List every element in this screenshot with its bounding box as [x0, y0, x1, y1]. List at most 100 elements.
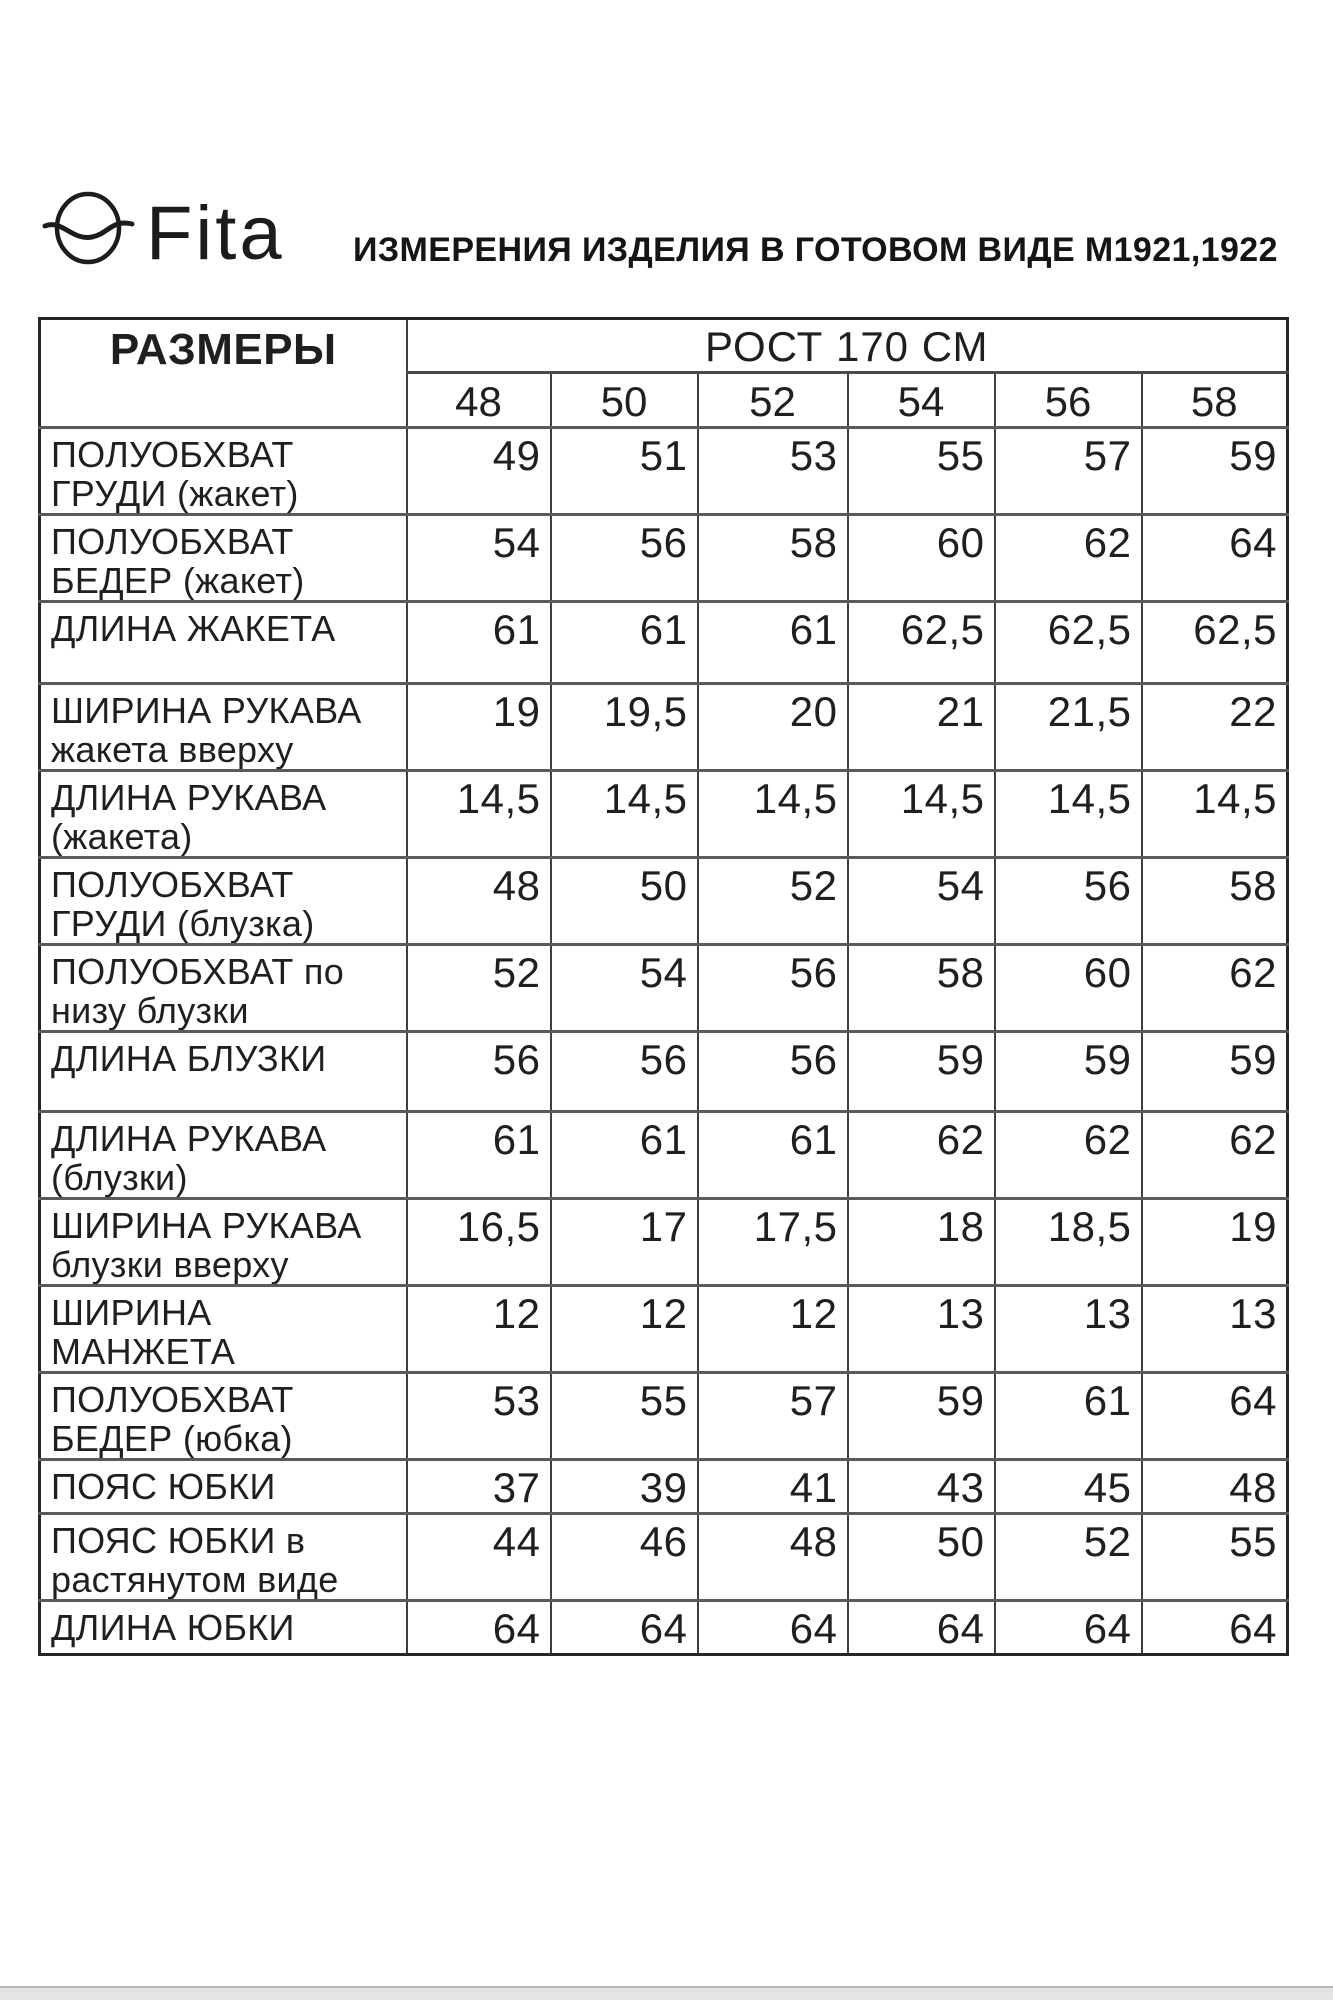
- value-cell: 19,5: [549, 682, 699, 772]
- value-cell: 12: [696, 1284, 849, 1374]
- value-cell: 52: [696, 856, 849, 946]
- size-columns-row: 48 50 52 54 56 58: [40, 371, 1289, 429]
- size-column-header: 48: [405, 371, 552, 429]
- value-cell: 12: [549, 1284, 699, 1374]
- value-cell: 52: [993, 1512, 1143, 1602]
- value-cell: 62: [993, 1110, 1143, 1200]
- page-bottom-edge: [0, 1986, 1333, 2000]
- row-label: ПОЯС ЮБКИ: [38, 1458, 408, 1515]
- value-cell: 54: [846, 856, 996, 946]
- value-cell: 20: [696, 682, 849, 772]
- table-row: ПОЛУОБХВАТ ГРУДИ (жакет) 49 51 53 55 57 59: [38, 426, 1289, 516]
- value-cell: 39: [549, 1458, 699, 1515]
- value-cell: 64: [696, 1599, 849, 1656]
- value-cell: 22: [1140, 682, 1289, 772]
- value-cell: 61: [549, 600, 699, 685]
- value-cell: 48: [1140, 1458, 1289, 1515]
- page-title: ИЗМЕРЕНИЯ ИЗДЕЛИЯ В ГОТОВОМ ВИДЕ М1921,1…: [353, 231, 1278, 269]
- size-column-header: 54: [846, 371, 996, 429]
- value-cell: 64: [1140, 1599, 1289, 1656]
- measurements-table: РАЗМЕРЫ РОСТ 170 СМ 48 50 52 54 56 58 ПОЛУОБХ…: [38, 317, 1289, 1656]
- value-cell: 57: [993, 426, 1143, 516]
- value-cell: 62,5: [1140, 600, 1289, 685]
- value-cell: 64: [1140, 1371, 1289, 1461]
- table-row: ШИРИНА РУКАВА жакета вверху 19 19,5 20 21 21,…: [38, 682, 1289, 772]
- value-cell: 64: [405, 1599, 552, 1656]
- table-row: ПОЛУОБХВАТ БЕДЕР (юбка) 53 55 57 59 61 64: [38, 1371, 1289, 1461]
- value-cell: 41: [696, 1458, 849, 1515]
- value-cell: 55: [549, 1371, 699, 1461]
- table-row: ПОЛУОБХВАТ по низу блузки 52 54 56 58 60 62: [38, 943, 1289, 1033]
- size-column-header: 58: [1140, 371, 1289, 429]
- value-cell: 48: [696, 1512, 849, 1602]
- value-cell: 59: [1140, 1030, 1289, 1113]
- value-cell: 37: [405, 1458, 552, 1515]
- table-row: ПОЯС ЮБКИ в растянутом виде 44 46 48 50 52 55: [38, 1512, 1289, 1602]
- row-label: ПОЯС ЮБКИ в растянутом виде: [38, 1512, 408, 1602]
- value-cell: 53: [696, 426, 849, 516]
- value-cell: 56: [696, 1030, 849, 1113]
- value-cell: 18,5: [993, 1197, 1143, 1287]
- row-label: ПОЛУОБХВАТ БЕДЕР (юбка): [38, 1371, 408, 1461]
- group-header-row: РАЗМЕРЫ РОСТ 170 СМ: [38, 317, 1289, 429]
- value-cell: 14,5: [846, 769, 996, 859]
- value-cell: 13: [1140, 1284, 1289, 1374]
- value-cell: 61: [549, 1110, 699, 1200]
- value-cell: 43: [846, 1458, 996, 1515]
- size-column-header: 50: [549, 371, 699, 429]
- value-cell: 62: [1140, 1110, 1289, 1200]
- value-cell: 12: [405, 1284, 552, 1374]
- row-label: ДЛИНА БЛУЗКИ: [38, 1030, 408, 1113]
- value-cell: 14,5: [993, 769, 1143, 859]
- value-cell: 56: [696, 943, 849, 1033]
- value-cell: 54: [549, 943, 699, 1033]
- table-row: ДЛИНА БЛУЗКИ 56 56 56 59 59 59: [38, 1030, 1289, 1113]
- table-row: ПОЯС ЮБКИ 37 39 41 43 45 48: [38, 1458, 1289, 1515]
- row-label: ДЛИНА ЖАКЕТА: [38, 600, 408, 685]
- value-cell: 59: [846, 1030, 996, 1113]
- table-row: ДЛИНА РУКАВА (блузки) 61 61 61 62 62 62: [38, 1110, 1289, 1200]
- value-cell: 62: [1140, 943, 1289, 1033]
- value-cell: 58: [846, 943, 996, 1033]
- value-cell: 62: [993, 513, 1143, 603]
- row-label: ДЛИНА РУКАВА (блузки): [38, 1110, 408, 1200]
- value-cell: 49: [405, 426, 552, 516]
- value-cell: 61: [696, 600, 849, 685]
- value-cell: 50: [846, 1512, 996, 1602]
- value-cell: 53: [405, 1371, 552, 1461]
- value-cell: 55: [1140, 1512, 1289, 1602]
- value-cell: 58: [1140, 856, 1289, 946]
- value-cell: 59: [846, 1371, 996, 1461]
- value-cell: 60: [993, 943, 1143, 1033]
- row-label: ПОЛУОБХВАТ по низу блузки: [38, 943, 408, 1033]
- value-cell: 64: [549, 1599, 699, 1656]
- value-cell: 52: [405, 943, 552, 1033]
- value-cell: 13: [846, 1284, 996, 1374]
- value-cell: 64: [1140, 513, 1289, 603]
- table-row: ШИРИНА РУКАВА блузки вверху 16,5 17 17,5 18 1…: [38, 1197, 1289, 1287]
- value-cell: 61: [405, 600, 552, 685]
- value-cell: 16,5: [405, 1197, 552, 1287]
- value-cell: 18: [846, 1197, 996, 1287]
- value-cell: 60: [846, 513, 996, 603]
- value-cell: 55: [846, 426, 996, 516]
- row-label: ДЛИНА РУКАВА (жакета): [38, 769, 408, 859]
- table-row: ДЛИНА РУКАВА (жакета) 14,5 14,5 14,5 14,5 14,…: [38, 769, 1289, 859]
- value-cell: 48: [405, 856, 552, 946]
- row-label: ШИРИНА РУКАВА блузки вверху: [38, 1197, 408, 1287]
- value-cell: 64: [993, 1599, 1143, 1656]
- height-group-header: РОСТ 170 СМ: [405, 317, 1289, 374]
- row-label: ШИРИНА РУКАВА жакета вверху: [38, 682, 408, 772]
- row-label: ШИРИНА МАНЖЕТА: [38, 1284, 408, 1374]
- brand-logo: Fita: [42, 186, 362, 281]
- value-cell: 54: [405, 513, 552, 603]
- table-row: ДЛИНА ЖАКЕТА 61 61 61 62,5 62,5 62,5: [38, 600, 1289, 685]
- value-cell: 56: [405, 1030, 552, 1113]
- value-cell: 59: [1140, 426, 1289, 516]
- brand-name: Fita: [146, 191, 285, 276]
- table-row: ШИРИНА МАНЖЕТА 12 12 12 13 13 13: [38, 1284, 1289, 1374]
- value-cell: 61: [405, 1110, 552, 1200]
- value-cell: 51: [549, 426, 699, 516]
- value-cell: 14,5: [1140, 769, 1289, 859]
- value-cell: 62,5: [846, 600, 996, 685]
